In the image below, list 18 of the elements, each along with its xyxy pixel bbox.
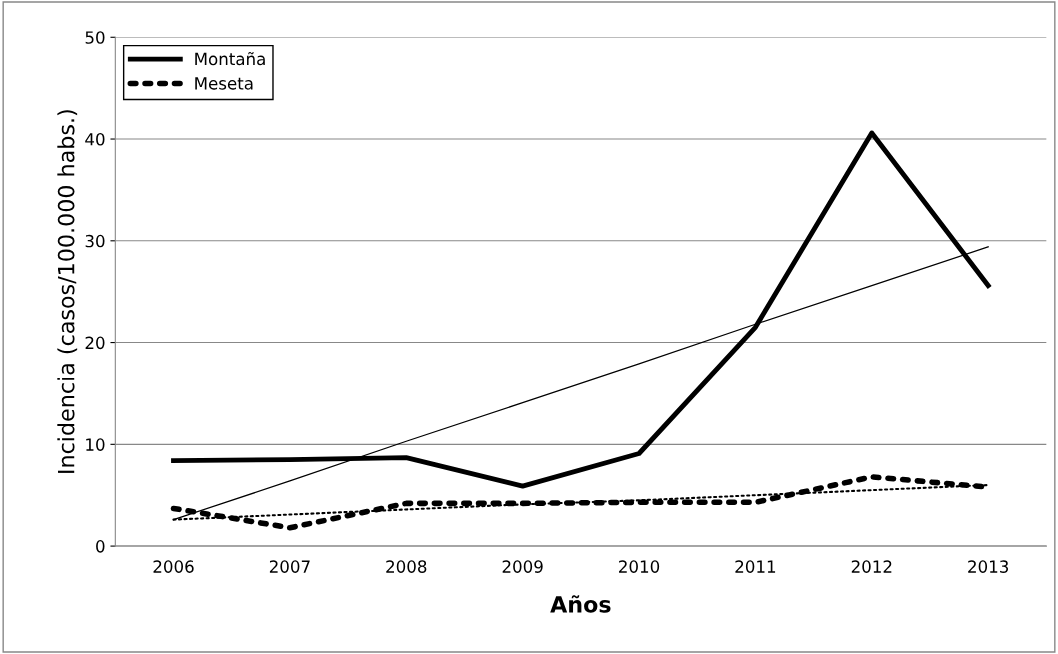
y-axis-title: Incidencia (casos/100.000 habs.) (57, 110, 78, 473)
y-tick-label: 10 (86, 438, 105, 451)
x-tick-label: 2006 (153, 560, 194, 573)
x-tick-label: 2007 (269, 560, 310, 573)
x-tick-label: 2008 (386, 560, 427, 573)
y-tick-label: 20 (85, 336, 105, 350)
x-axis-title: Años (550, 595, 611, 613)
legend-label: Montaña (195, 51, 265, 66)
y-tick-label: 30 (85, 234, 105, 248)
y-tick-label: 50 (85, 31, 105, 44)
x-tick-label: 2011 (735, 560, 776, 573)
x-tick-label: 2012 (851, 560, 892, 573)
y-tick-label: 40 (85, 133, 105, 146)
y-tick-label: 0 (96, 540, 105, 553)
legend-label: Meseta (195, 77, 253, 90)
x-tick-label: 2009 (502, 560, 543, 573)
x-tick-label: 2010 (619, 560, 660, 573)
x-tick-label: 2013 (968, 560, 1009, 573)
